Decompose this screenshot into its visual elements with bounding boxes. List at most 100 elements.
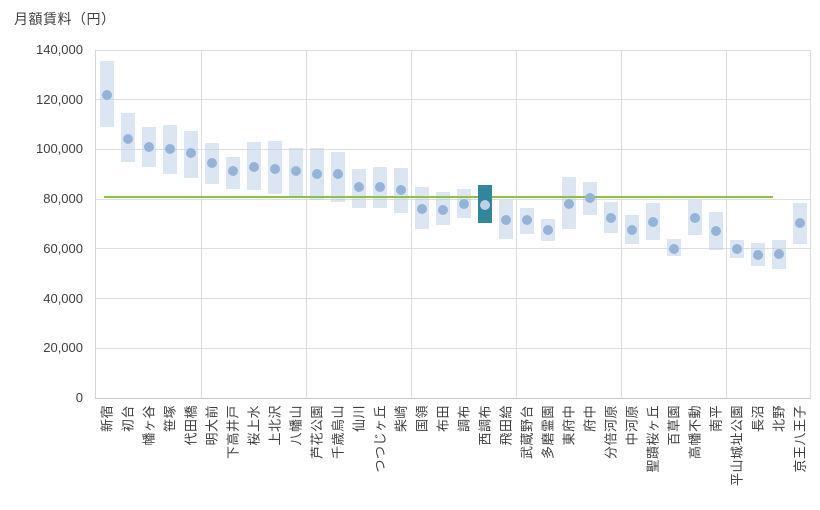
x-tick-label: 北野 xyxy=(771,405,786,433)
median-dot xyxy=(248,161,259,172)
median-dot xyxy=(227,165,238,176)
x-gridline xyxy=(410,50,412,398)
y-gridline xyxy=(96,347,810,349)
median-dot xyxy=(458,199,469,210)
y-gridline xyxy=(96,148,810,150)
y-axis-title: 月額賃料（円） xyxy=(14,11,116,27)
x-tick-cell: 平山城址公園 xyxy=(725,403,746,508)
x-tick-label: 笹塚 xyxy=(162,405,177,433)
median-dot xyxy=(122,134,133,145)
x-tick-label: 府中 xyxy=(582,405,597,433)
x-axis: 新宿 初台 幡ヶ谷 笹塚 代田橋 明大前 下高井戸 桜上水 上北沢 八幡山 芦花公園 千歳烏山 仙川 つつ… xyxy=(95,403,809,508)
median-dot xyxy=(731,243,742,254)
x-tick-cell: 新宿 xyxy=(95,403,116,508)
y-tick-label: 140,000 xyxy=(36,42,83,57)
x-tick-label: 初台 xyxy=(120,405,135,433)
x-gridline xyxy=(515,50,517,398)
median-dot xyxy=(164,144,175,155)
x-tick-label: 聖蹟桜ヶ丘 xyxy=(645,405,660,473)
x-tick-cell: 府中 xyxy=(578,403,599,508)
x-tick-label: 長沼 xyxy=(750,405,765,433)
median-dot xyxy=(584,192,595,203)
x-tick-cell: 仙川 xyxy=(347,403,368,508)
x-tick-label: 分倍河原 xyxy=(603,405,618,460)
x-tick-cell: 国領 xyxy=(410,403,431,508)
x-tick-label: 南平 xyxy=(708,405,723,433)
x-tick-label: 武蔵野台 xyxy=(519,405,534,460)
x-tick-label: 京王八王子 xyxy=(792,405,807,473)
x-tick-cell: 芦花公園 xyxy=(305,403,326,508)
y-tick-label: 0 xyxy=(75,390,83,405)
x-tick-label: 新宿 xyxy=(99,405,114,433)
y-gridline xyxy=(96,49,810,51)
x-tick-label: 芦花公園 xyxy=(309,405,324,460)
y-tick-label: 20,000 xyxy=(43,340,83,356)
x-tick-cell: 柴崎 xyxy=(389,403,410,508)
median-dot xyxy=(710,226,721,237)
x-gridline xyxy=(725,50,727,398)
median-dot xyxy=(185,148,196,159)
x-tick-label: 上北沢 xyxy=(267,405,282,446)
x-tick-label: 柴崎 xyxy=(393,405,408,433)
median-dot xyxy=(353,181,364,192)
x-tick-cell: 高幡不動 xyxy=(683,403,704,508)
x-tick-label: 国領 xyxy=(414,405,429,433)
x-tick-cell: 桜上水 xyxy=(242,403,263,508)
x-gridline xyxy=(620,50,622,398)
x-tick-label: 中河原 xyxy=(624,405,639,446)
median-dot xyxy=(395,185,406,196)
x-tick-label: つつじヶ丘 xyxy=(372,405,387,473)
x-tick-label: 多磨霊園 xyxy=(540,405,555,460)
y-gridline xyxy=(96,248,810,250)
average-reference-line xyxy=(104,195,773,198)
x-tick-label: 布田 xyxy=(435,405,450,433)
median-dot xyxy=(626,225,637,236)
x-gridline xyxy=(200,50,202,398)
x-tick-cell: 幡ヶ谷 xyxy=(137,403,158,508)
y-gridline xyxy=(96,99,810,101)
x-tick-cell: 上北沢 xyxy=(263,403,284,508)
median-dot xyxy=(290,165,301,176)
median-dot xyxy=(311,169,322,180)
x-tick-label: 明大前 xyxy=(204,405,219,446)
median-dot xyxy=(479,200,490,211)
y-tick-label: 60,000 xyxy=(43,240,83,256)
x-tick-label: 高幡不動 xyxy=(687,405,702,460)
x-tick-label: 仙川 xyxy=(351,405,366,433)
x-tick-cell: 南平 xyxy=(704,403,725,508)
x-tick-cell: 下高井戸 xyxy=(221,403,242,508)
x-tick-cell: 百草園 xyxy=(662,403,683,508)
median-dot xyxy=(206,158,217,169)
median-dot xyxy=(542,225,553,236)
x-tick-cell: 京王八王子 xyxy=(788,403,809,508)
median-dot xyxy=(437,205,448,216)
x-tick-cell: 千歳烏山 xyxy=(326,403,347,508)
x-tick-cell: 西調布 xyxy=(473,403,494,508)
y-gridline xyxy=(96,298,810,300)
median-dot xyxy=(143,141,154,152)
x-tick-cell: つつじヶ丘 xyxy=(368,403,389,508)
x-tick-cell: 初台 xyxy=(116,403,137,508)
median-dot xyxy=(332,169,343,180)
median-dot xyxy=(269,164,280,175)
x-gridline xyxy=(305,50,307,398)
median-dot xyxy=(416,204,427,215)
median-dot xyxy=(794,217,805,228)
median-dot xyxy=(374,181,385,192)
median-dot xyxy=(563,199,574,210)
median-dot xyxy=(773,248,784,259)
x-tick-label: 東府中 xyxy=(561,405,576,446)
x-tick-cell: 代田橋 xyxy=(179,403,200,508)
median-dot xyxy=(500,215,511,226)
x-tick-cell: 調布 xyxy=(452,403,473,508)
x-tick-label: 桜上水 xyxy=(246,405,261,446)
y-tick-label: 80,000 xyxy=(43,191,83,207)
median-dot xyxy=(689,212,700,223)
x-tick-cell: 明大前 xyxy=(200,403,221,508)
x-tick-cell: 飛田給 xyxy=(494,403,515,508)
x-tick-label: 百草園 xyxy=(666,405,681,446)
x-tick-label: 調布 xyxy=(456,405,471,433)
x-tick-label: 平山城址公園 xyxy=(729,405,744,487)
median-dot xyxy=(521,215,532,226)
